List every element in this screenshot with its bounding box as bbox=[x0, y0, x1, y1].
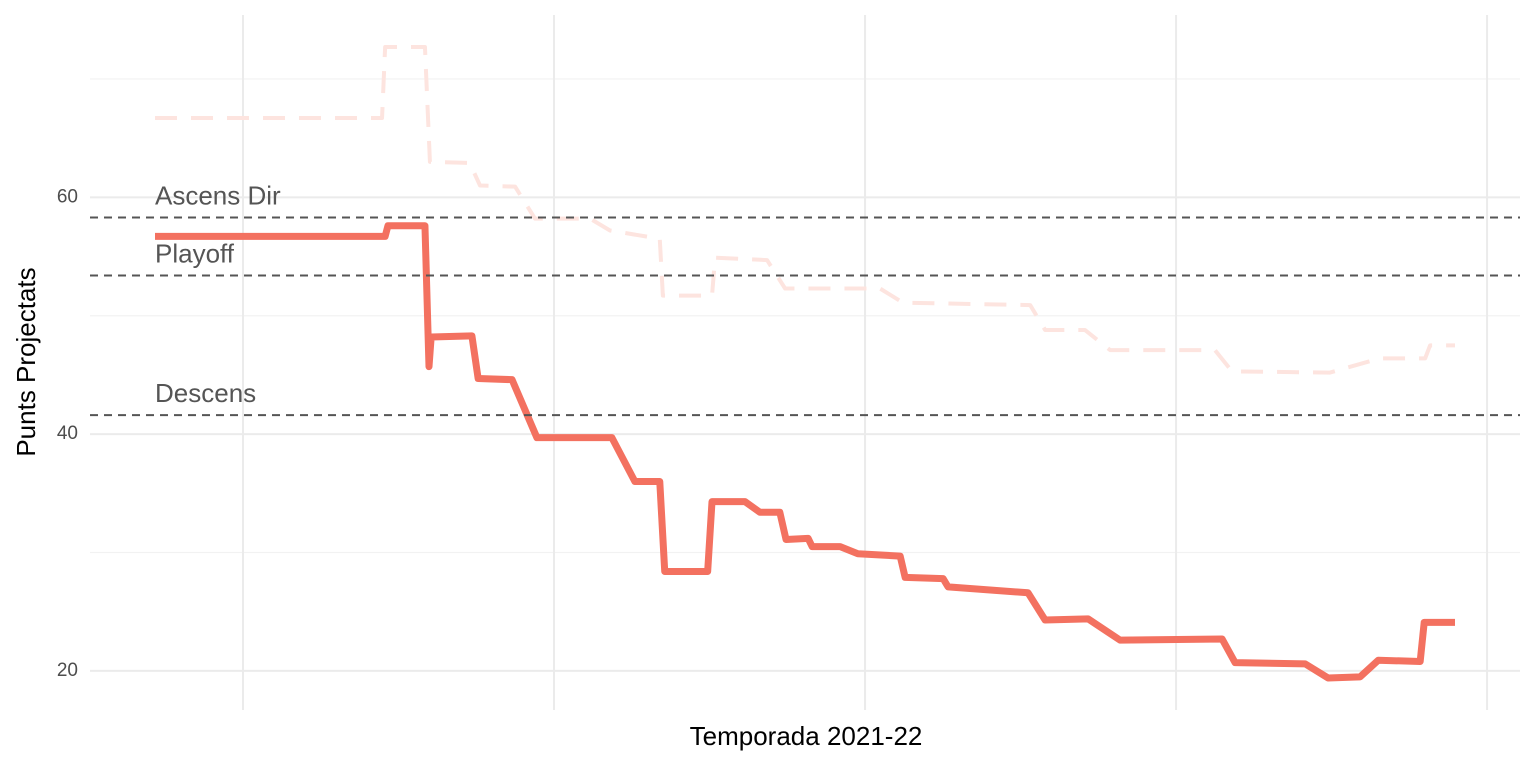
x-axis-title: Temporada 2021-22 bbox=[690, 721, 923, 751]
series-line bbox=[155, 44, 1455, 375]
y-tick-label: 40 bbox=[57, 423, 78, 444]
reference-label: Playoff bbox=[155, 238, 235, 268]
reference-label: Ascens Dir bbox=[155, 180, 281, 210]
y-axis-title: Punts Projectats bbox=[11, 267, 41, 456]
y-tick-label: 60 bbox=[57, 186, 78, 207]
reference-label: Descens bbox=[155, 378, 256, 408]
series-line bbox=[155, 222, 1455, 682]
y-tick-label: 20 bbox=[57, 660, 78, 681]
